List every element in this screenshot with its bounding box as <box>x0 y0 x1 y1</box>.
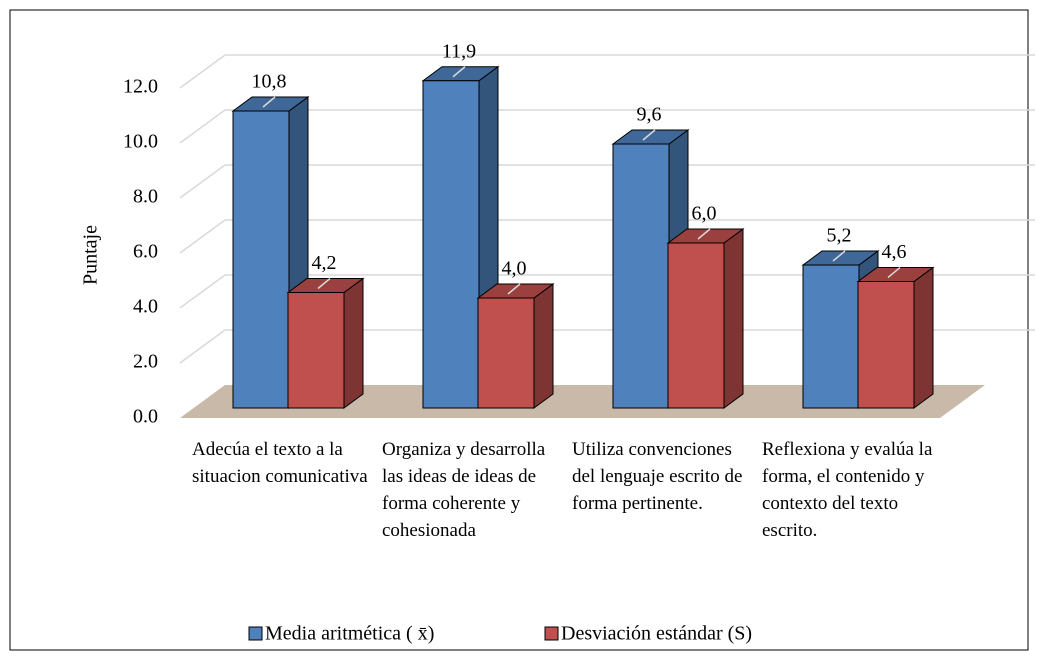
legend-swatch <box>544 626 559 641</box>
legend-label: Media aritmética ( x̄) <box>265 623 434 645</box>
bar-side <box>913 266 934 409</box>
legend-swatch <box>248 626 263 641</box>
grid-line-side <box>179 109 226 144</box>
bar <box>287 292 345 409</box>
x-tick-label: Utiliza convenciones del lenguaje escrit… <box>572 439 743 514</box>
label-leader <box>642 129 656 141</box>
y-tick-label: 6.0 <box>133 241 158 263</box>
data-label: 11,9 <box>442 40 476 62</box>
grid-line-side <box>179 219 226 254</box>
label-leader <box>887 266 901 279</box>
data-label: 9,6 <box>637 104 662 126</box>
y-tick-label: 4.0 <box>133 296 158 318</box>
data-label: 4,2 <box>312 252 337 274</box>
y-axis-label: Puntaje <box>80 225 102 285</box>
bar <box>857 281 915 409</box>
y-tick-label: 10.0 <box>123 131 158 153</box>
y-tick-label: 2.0 <box>133 351 158 373</box>
bar-3d <box>476 283 555 409</box>
bar <box>422 80 480 409</box>
data-label: 4,0 <box>502 258 527 280</box>
bar <box>667 242 725 409</box>
label-leader <box>317 277 331 290</box>
y-tick-label: 8.0 <box>133 186 158 208</box>
floor <box>180 385 985 418</box>
y-tick-label: 0.0 <box>133 406 158 428</box>
grid-line-side <box>179 274 226 309</box>
grid-line-side <box>179 54 226 89</box>
bar <box>802 264 860 409</box>
data-label: 10,8 <box>252 71 287 93</box>
bar-3d <box>666 228 745 409</box>
bar-3d <box>286 277 365 409</box>
data-label: 5,2 <box>827 225 852 247</box>
label-leader <box>832 250 846 262</box>
legend-label: Desviación estándar (S) <box>561 623 752 645</box>
grid-line-side <box>179 329 226 364</box>
data-label: 4,6 <box>882 241 907 263</box>
bar <box>232 110 290 409</box>
x-tick-label: Organiza y desarrolla las ideas de ideas… <box>382 439 546 541</box>
label-leader <box>697 228 711 240</box>
y-tick-label: 12.0 <box>123 76 158 98</box>
bar <box>477 297 535 409</box>
x-tick-label: Reflexiona y evalúa la forma, el conteni… <box>762 439 933 541</box>
data-label: 6,0 <box>692 203 717 225</box>
label-leader <box>262 96 276 108</box>
bar-side <box>723 228 744 409</box>
bar <box>612 143 670 409</box>
bar-3d <box>231 96 310 409</box>
label-leader <box>507 283 521 295</box>
bar-3d <box>856 266 935 409</box>
grid-line-side <box>179 164 226 199</box>
label-leader <box>452 66 466 78</box>
x-tick-label: Adecúa el texto a la situacion comunicat… <box>192 439 368 487</box>
bar-side <box>533 283 554 409</box>
bar-side <box>343 277 364 409</box>
